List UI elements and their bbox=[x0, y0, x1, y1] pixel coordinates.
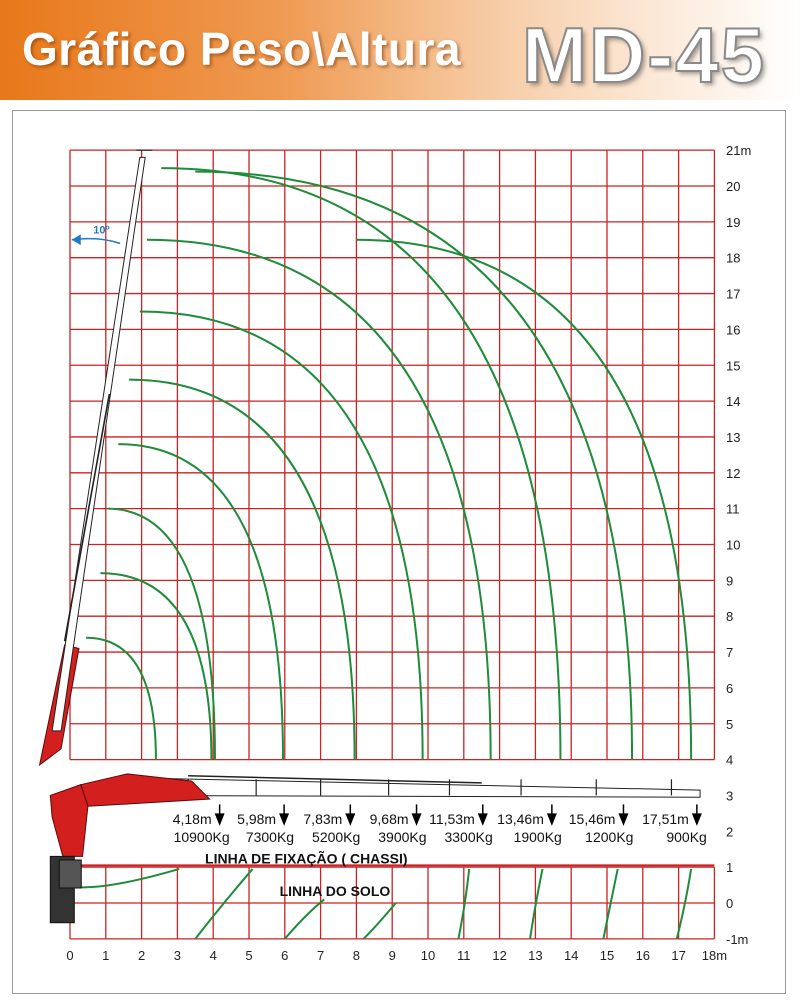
reach-radius-label: 15,46m bbox=[569, 811, 616, 827]
x-tick-label: 12 bbox=[492, 948, 506, 963]
ground-curve bbox=[675, 868, 693, 940]
reach-radius-label: 5,98m bbox=[237, 811, 276, 827]
reach-radius-label: 4,18m bbox=[173, 811, 212, 827]
reach-arrowhead bbox=[546, 813, 557, 826]
envelope-curve bbox=[86, 636, 157, 760]
x-tick-label: 15 bbox=[600, 948, 614, 963]
fixation-line-label: LINHA DE FIXAÇÃO ( CHASSI) bbox=[205, 850, 407, 867]
reach-arrowhead bbox=[618, 813, 629, 826]
envelope-curve bbox=[100, 572, 213, 760]
crane-base bbox=[58, 859, 82, 889]
chart-title: Gráfico Peso\Altura bbox=[22, 23, 461, 75]
y-tick-label: 7 bbox=[726, 645, 733, 660]
reach-load-label: 1200Kg bbox=[585, 829, 633, 845]
y-tick-label: 2 bbox=[726, 824, 733, 839]
x-tick-label: 0 bbox=[66, 948, 73, 963]
reach-arrowhead bbox=[345, 813, 356, 826]
raised-boom-inner bbox=[63, 393, 111, 642]
envelope-curve bbox=[139, 310, 424, 760]
x-tick-label: 8 bbox=[353, 948, 360, 963]
y-tick-label: 6 bbox=[726, 681, 733, 696]
ground-curve bbox=[362, 902, 397, 940]
envelope-curve bbox=[195, 170, 634, 760]
x-tick-label: 2 bbox=[138, 948, 145, 963]
x-tick-label: 11 bbox=[457, 948, 471, 963]
envelope-curve bbox=[118, 443, 285, 760]
y-tick-label: 19 bbox=[726, 215, 740, 230]
x-tick-label: 3 bbox=[174, 948, 181, 963]
y-tick-label: 8 bbox=[726, 609, 733, 624]
y-tick-label: 9 bbox=[726, 573, 733, 588]
x-tick-label: 1 bbox=[102, 948, 109, 963]
reach-arrowhead bbox=[477, 813, 488, 826]
y-tick-label: 0 bbox=[726, 896, 733, 911]
reach-load-label: 10900Kg bbox=[174, 829, 230, 845]
y-tick-label: 17 bbox=[726, 287, 740, 302]
x-tick-label: 4 bbox=[210, 948, 217, 963]
ground-curve bbox=[71, 867, 180, 889]
y-tick-label: 21m bbox=[726, 143, 751, 158]
reach-radius-label: 17,51m bbox=[642, 811, 689, 827]
y-tick-label: 12 bbox=[726, 466, 740, 481]
y-tick-label: 3 bbox=[726, 788, 733, 803]
boom-top-edge bbox=[188, 774, 482, 784]
y-tick-label: 14 bbox=[726, 394, 740, 409]
reach-arrowhead bbox=[214, 813, 225, 826]
y-tick-label: 4 bbox=[726, 753, 733, 768]
reach-load-label: 5200Kg bbox=[312, 829, 360, 845]
reach-load-label: 3300Kg bbox=[444, 829, 492, 845]
x-tick-label: 6 bbox=[281, 948, 288, 963]
raised-boom-extensions bbox=[51, 156, 146, 732]
reach-radius-label: 13,46m bbox=[497, 811, 544, 827]
y-tick-label: 20 bbox=[726, 179, 740, 194]
x-tick-label: 10 bbox=[421, 948, 435, 963]
reach-arrowhead bbox=[411, 813, 422, 826]
ground-line-label: LINHA DO SOLO bbox=[280, 883, 391, 899]
y-tick-label: 16 bbox=[726, 322, 740, 337]
y-tick-label: 18 bbox=[726, 251, 740, 266]
y-tick-label: 5 bbox=[726, 717, 733, 732]
reach-load-label: 3900Kg bbox=[378, 829, 426, 845]
ground-curve bbox=[194, 868, 254, 940]
envelope-curve bbox=[107, 507, 216, 760]
reach-load-label: 900Kg bbox=[666, 829, 706, 845]
x-tick-label: 5 bbox=[245, 948, 252, 963]
x-tick-label: 18m bbox=[702, 948, 727, 963]
reach-load-label: 7300Kg bbox=[246, 829, 294, 845]
y-tick-label: -1m bbox=[726, 932, 748, 947]
reach-radius-label: 7,83m bbox=[303, 811, 342, 827]
reach-radius-label: 11,53m bbox=[429, 811, 475, 827]
envelope-curve bbox=[146, 238, 492, 760]
y-tick-label: 13 bbox=[726, 430, 740, 445]
ground-curve bbox=[284, 898, 325, 940]
x-tick-label: 17 bbox=[671, 948, 685, 963]
x-tick-label: 7 bbox=[317, 948, 324, 963]
ground-curve bbox=[602, 868, 619, 940]
y-tick-label: 10 bbox=[726, 538, 740, 553]
x-tick-label: 13 bbox=[528, 948, 542, 963]
envelope-curve bbox=[161, 167, 562, 760]
ground-curve bbox=[529, 868, 544, 939]
x-tick-label: 9 bbox=[389, 948, 396, 963]
header-banner: Gráfico Peso\Altura MD-45 bbox=[0, 0, 800, 100]
x-tick-label: 14 bbox=[564, 948, 578, 963]
angle-label: 10º bbox=[93, 224, 109, 236]
reach-arrowhead bbox=[691, 813, 702, 826]
angle-arrowhead bbox=[71, 234, 81, 246]
reach-radius-label: 9,68m bbox=[370, 811, 409, 827]
envelope-curve bbox=[129, 378, 356, 760]
y-tick-label: 15 bbox=[726, 358, 740, 373]
chart-frame bbox=[12, 110, 786, 994]
y-tick-label: 11 bbox=[726, 502, 740, 517]
x-tick-label: 16 bbox=[636, 948, 650, 963]
envelope-curve bbox=[356, 238, 693, 760]
crane-column bbox=[49, 784, 89, 857]
model-name: MD-45 bbox=[521, 10, 767, 100]
ground-curve bbox=[457, 868, 471, 940]
reach-load-label: 1900Kg bbox=[514, 829, 562, 845]
y-tick-label: 1 bbox=[726, 860, 733, 875]
reach-arrowhead bbox=[279, 813, 290, 826]
